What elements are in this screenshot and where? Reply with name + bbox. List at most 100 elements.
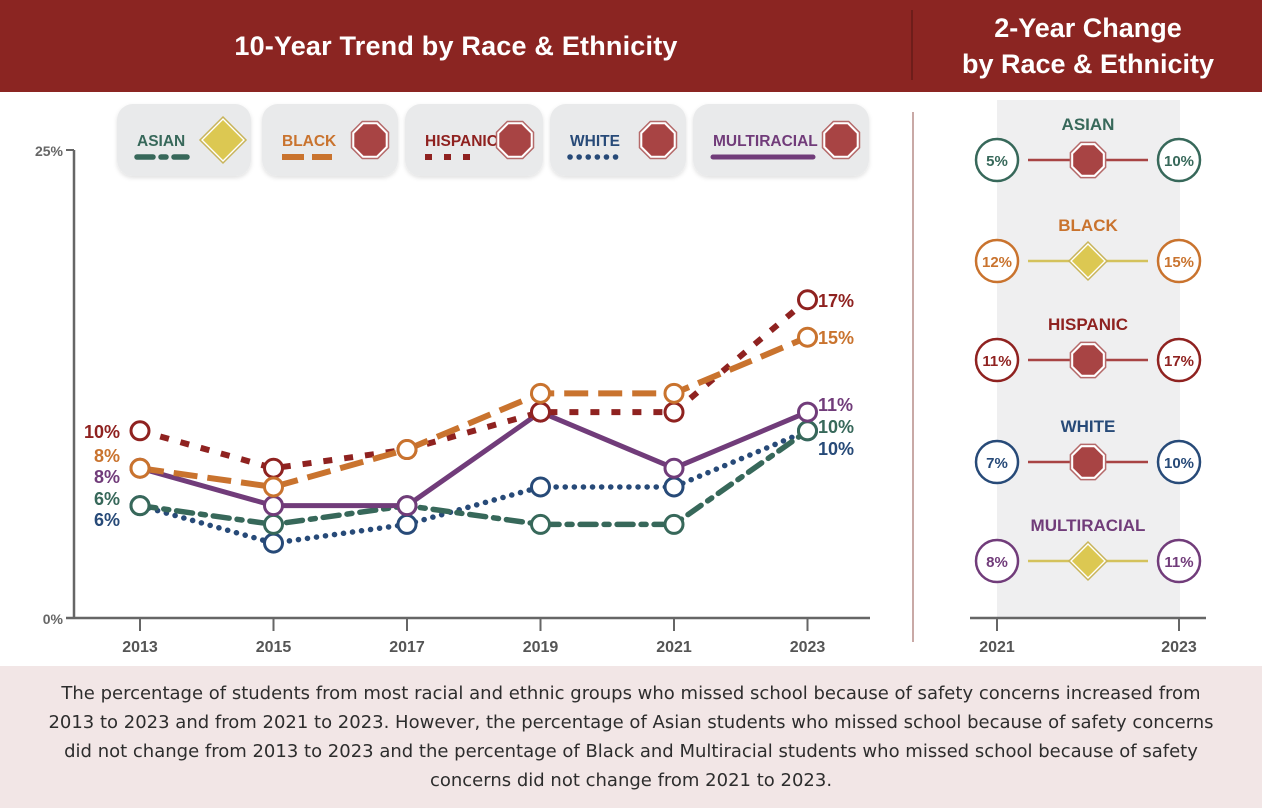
end-label-hispanic: 17%	[818, 291, 854, 311]
legend-item-white: WHITE	[550, 104, 686, 176]
diamond-icon	[1067, 240, 1109, 282]
data-point-hispanic	[129, 420, 151, 442]
change-x-tick-label: 2023	[1161, 639, 1197, 656]
change-to-circle	[1156, 137, 1202, 183]
y-tick-label: 25%	[35, 143, 64, 159]
stop-sign-icon	[1069, 341, 1107, 379]
change-group-label: BLACK	[1058, 216, 1118, 235]
change-from-circle	[974, 137, 1020, 183]
change-group-label: WHITE	[1061, 417, 1116, 436]
data-point-hispanic	[663, 401, 685, 423]
stop-sign-face	[642, 124, 674, 156]
series-line-hispanic	[139, 297, 810, 472]
legend-label: HISPANIC	[425, 133, 498, 150]
change-to-circle	[1156, 439, 1202, 485]
data-point-hispanic	[263, 457, 284, 479]
stop-sign-icon	[350, 120, 390, 160]
legend-label: ASIAN	[137, 133, 185, 150]
stop-sign-face	[1073, 447, 1103, 477]
stop-sign-face	[499, 124, 531, 156]
x-tick-label: 2015	[256, 639, 292, 656]
stop-sign-icon	[821, 120, 861, 160]
legend: ASIAN BLACK HISPANIC WHITE MULTIRACIAL	[117, 104, 869, 176]
data-point-multiracial	[797, 401, 818, 423]
data-point-white	[663, 476, 685, 498]
change-from-circle	[974, 439, 1020, 485]
change-row-multiracial: MULTIRACIAL 8% 11%	[974, 516, 1202, 584]
x-tick-label: 2017	[389, 639, 425, 656]
change-row-black: BLACK 12% 15%	[974, 216, 1202, 284]
data-point-multiracial	[263, 495, 284, 517]
change-from-value: 5%	[986, 153, 1008, 170]
data-point-hispanic	[797, 289, 818, 311]
change-row-hispanic: HISPANIC 11% 17%	[974, 315, 1202, 383]
series-lines	[137, 297, 811, 546]
data-point-asian	[797, 420, 818, 442]
axes: 25% 0% 2013 2015 2017 2019 2021 2023	[35, 143, 870, 656]
data-point-hispanic	[530, 401, 551, 423]
change-to-circle	[1156, 337, 1202, 383]
series-line-white	[137, 428, 811, 546]
legend-item-black: BLACK	[262, 104, 398, 176]
change-from-value: 8%	[986, 554, 1008, 571]
change-from-circle	[974, 337, 1020, 383]
change-from-circle	[974, 238, 1020, 284]
data-point-asian	[530, 513, 551, 535]
change-group-label: MULTIRACIAL	[1031, 516, 1146, 535]
change-to-value: 15%	[1164, 254, 1194, 271]
stop-sign-face	[825, 124, 857, 156]
diamond-icon	[198, 115, 248, 165]
change-group-label: ASIAN	[1062, 115, 1115, 134]
header-divider	[911, 10, 913, 80]
data-point-asian	[263, 513, 284, 535]
charts-canvas: ASIAN BLACK HISPANIC WHITE MULTIRACIAL 25% 0%…	[35, 100, 1206, 656]
data-point-white	[530, 476, 551, 498]
data-point-multiracial	[663, 457, 685, 479]
trend-title: 10-Year Trend by Race & Ethnicity	[234, 30, 678, 61]
legend-label: MULTIRACIAL	[713, 133, 818, 150]
data-point-white	[263, 532, 284, 554]
data-point-black	[263, 476, 284, 498]
diamond-face	[1072, 545, 1104, 577]
data-point-black	[530, 382, 551, 404]
diamond-face	[1072, 245, 1104, 277]
legend-label: WHITE	[570, 133, 620, 150]
change-to-circle	[1156, 238, 1202, 284]
summary-text: The percentage of students from most rac…	[48, 683, 1214, 791]
legend-item-hispanic: HISPANIC	[405, 104, 543, 176]
change-from-value: 12%	[982, 254, 1012, 271]
data-point-black	[797, 326, 818, 348]
change-to-circle	[1156, 538, 1202, 584]
change-row-asian: ASIAN 5% 10%	[974, 115, 1202, 183]
change-row-white: WHITE 7% 10%	[974, 417, 1202, 485]
change-group-label: HISPANIC	[1048, 315, 1128, 334]
x-tick-label: 2019	[523, 639, 559, 656]
stop-sign-icon	[638, 120, 678, 160]
change-from-circle	[974, 538, 1020, 584]
change-title: 2-Year Change by Race & Ethnicity	[961, 13, 1215, 79]
diamond-icon	[1067, 540, 1109, 582]
y-tick-label: 0%	[43, 611, 64, 627]
legend-label: BLACK	[282, 133, 337, 150]
series-line-asian	[137, 428, 811, 528]
stop-sign-icon	[1069, 141, 1107, 179]
end-label-white: 10%	[818, 439, 854, 459]
end-label-black: 15%	[818, 328, 854, 348]
stop-sign-icon	[1069, 443, 1107, 481]
data-labels: 10%8%8%6%6%17%15%11%10%10%	[84, 291, 854, 530]
change-to-value: 10%	[1164, 153, 1194, 170]
stop-sign-face	[1073, 145, 1103, 175]
stop-sign-icon	[495, 120, 535, 160]
legend-item-asian: ASIAN	[117, 104, 251, 176]
change-from-value: 11%	[982, 353, 1011, 370]
start-label-asian: 6%	[94, 489, 120, 509]
diamond-face	[203, 120, 243, 160]
data-point-black	[396, 439, 418, 461]
start-label-hispanic: 10%	[84, 422, 120, 442]
data-point-asian	[663, 513, 685, 535]
end-label-asian: 10%	[818, 417, 854, 437]
change-x-tick-label: 2021	[979, 639, 1015, 656]
series-line-black	[139, 334, 809, 490]
start-label-black: 8%	[94, 446, 120, 466]
change-to-value: 11%	[1164, 554, 1193, 571]
